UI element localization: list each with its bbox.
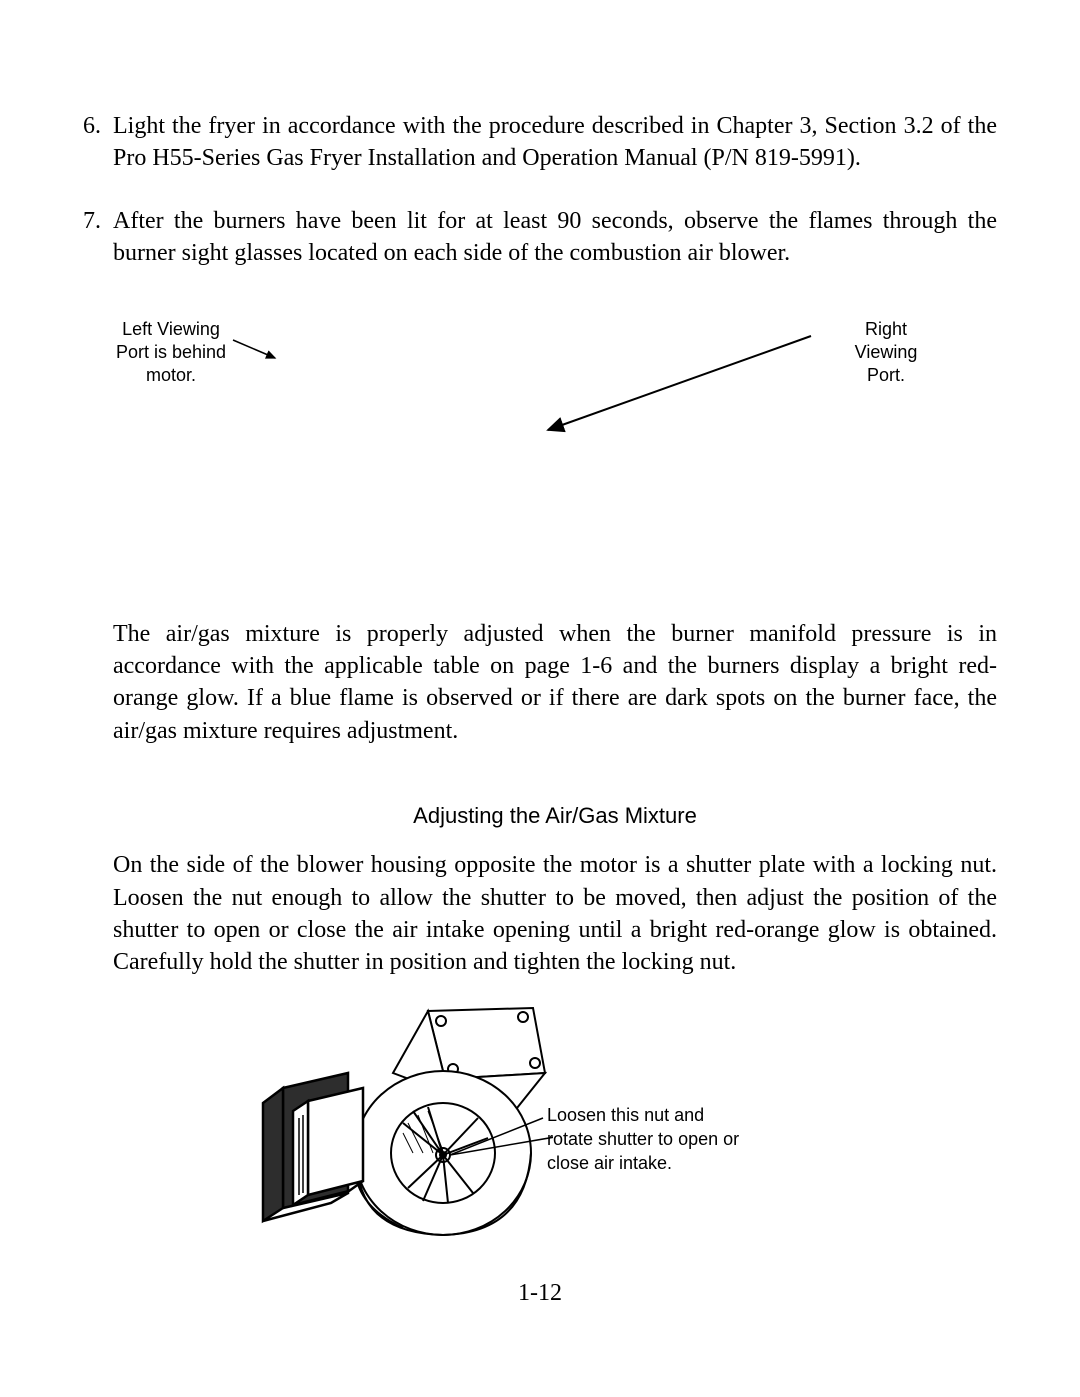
shutter-instructions: On the side of the blower housing opposi…	[113, 849, 997, 979]
document-page: 6. Light the fryer in accordance with th…	[0, 0, 1080, 1397]
nut-instruction-label: Loosen this nut and rotate shutter to op…	[547, 1103, 747, 1176]
adjustment-description: The air/gas mixture is properly adjusted…	[113, 618, 997, 748]
figure-blower: Loosen this nut and rotate shutter to op…	[113, 1003, 997, 1293]
list-text: Light the fryer in accordance with the p…	[113, 110, 997, 175]
figure-viewing-ports: Left Viewing Port is behind motor. Right…	[113, 300, 997, 618]
page-number: 1-12	[0, 1280, 1080, 1307]
left-arrow-icon	[113, 300, 997, 620]
leader-line-icon	[253, 1003, 573, 1243]
list-text: After the burners have been lit for at l…	[113, 205, 997, 270]
list-item-7: 7. After the burners have been lit for a…	[83, 205, 997, 270]
subheading-adjusting: Adjusting the Air/Gas Mixture	[113, 803, 997, 829]
list-number: 6.	[83, 110, 113, 175]
right-arrow-line	[548, 336, 811, 430]
list-item-6: 6. Light the fryer in accordance with th…	[83, 110, 997, 175]
left-arrow-line	[233, 340, 275, 358]
list-number: 7.	[83, 205, 113, 270]
